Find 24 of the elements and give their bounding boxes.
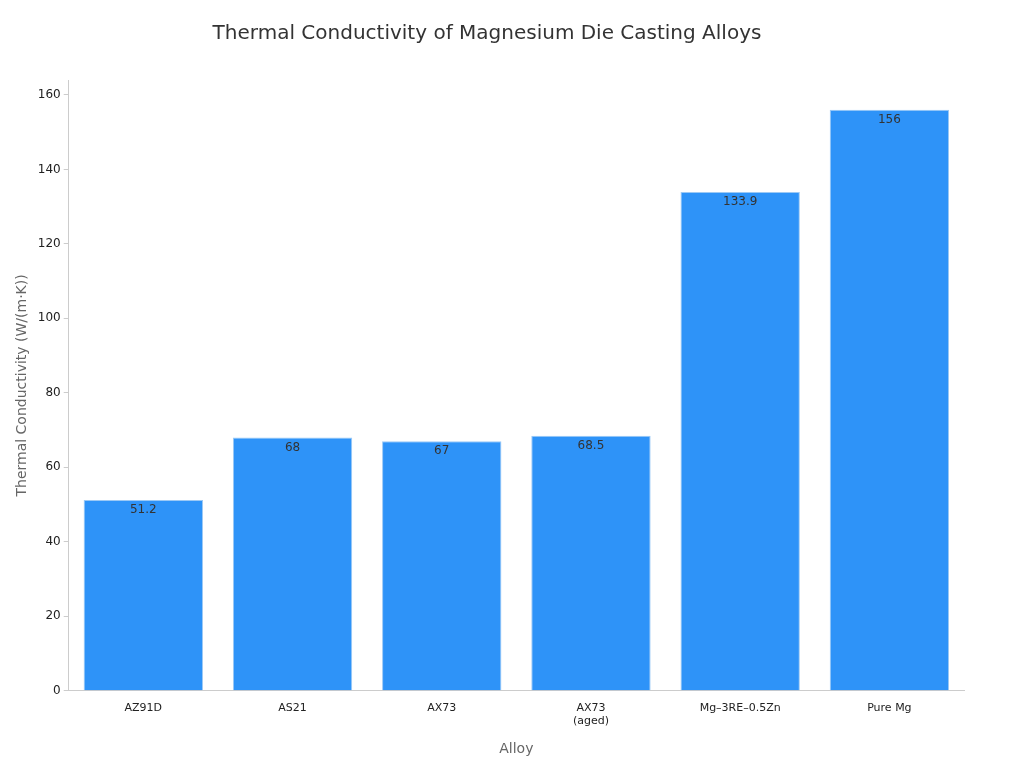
x-tick-label: AS21	[278, 701, 307, 715]
y-tick-label: 20	[45, 608, 61, 623]
x-tick-label: AX73	[427, 701, 457, 715]
y-tick-label: 120	[37, 236, 61, 250]
y-tick-label: 60	[45, 459, 61, 474]
data-label: 68	[284, 439, 301, 454]
data-label: 67	[434, 443, 450, 458]
x-tick-label: Mg–3RE–0.5Zn	[699, 701, 781, 715]
data-label: 51.2	[129, 502, 157, 517]
x-axis-title: Alloy	[499, 740, 534, 757]
x-tick-label: Pure Mg	[867, 701, 912, 715]
data-label: 156	[877, 111, 901, 126]
y-tick-label: 40	[45, 533, 61, 548]
y-tick-label: 80	[45, 384, 61, 399]
data-label: 133.9	[723, 194, 758, 209]
y-axis-title: Thermal Conductivity (W/(m·K))	[13, 274, 30, 498]
y-tick-label: 0	[53, 682, 61, 697]
data-label: 68.5	[577, 437, 605, 452]
y-tick-label: 160	[37, 87, 61, 102]
y-tick-label: 100	[37, 310, 61, 325]
x-tick-label: AX73 (aged)	[572, 701, 609, 728]
chart-title: Thermal Conductivity of Magnesium Die Casting Alloys	[211, 20, 762, 45]
y-tick-label: 140	[37, 161, 61, 176]
x-tick-label: AZ91D	[124, 701, 163, 715]
